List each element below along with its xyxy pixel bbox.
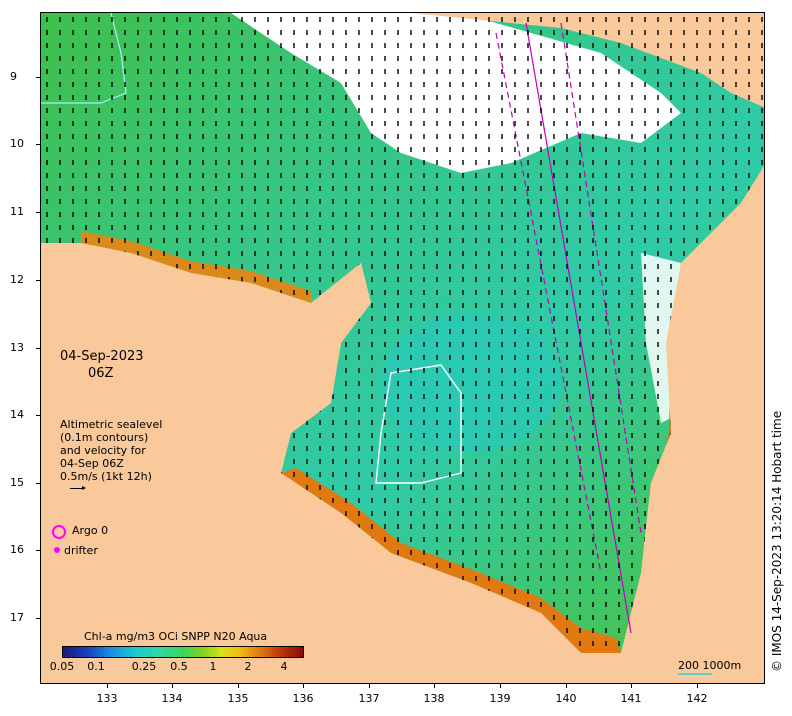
colorbar [62,646,304,658]
depth-scale-bar [678,673,712,675]
lon-label: 141 [620,692,642,705]
legend-line: and velocity for [60,444,146,457]
chlorophyll-map [41,13,764,683]
credit-text: © IMOS 14-Sep-2023 13:20:14 Hobart time [770,410,784,672]
lon-label: 137 [358,692,380,705]
lon-label: 140 [555,692,577,705]
lat-label: 10 [10,137,24,150]
legend-line: Altimetric sealevel [60,418,163,431]
argo-label: Argo 0 [72,524,109,537]
time-text: 06Z [88,366,114,381]
colorbar-tick: 4 [280,660,288,673]
lat-label: 15 [10,476,24,489]
legend-line: 04-Sep 06Z [60,457,124,470]
lon-label: 133 [96,692,118,705]
drifter-dot-icon [54,547,60,553]
sealevel-legend: Altimetric sealevel (0.1m contours) and … [60,418,162,483]
lon-label: 135 [227,692,249,705]
lat-label: 17 [10,611,24,624]
colorbar-tick: 0.25 [131,660,157,673]
lat-label: 13 [10,341,24,354]
legend-line: 0.5m/s (1kt 12h) [60,470,152,483]
colorbar-tick: 0.05 [49,660,75,673]
argo-circle-icon [52,525,66,539]
drifter-label: drifter [64,544,98,557]
map-panel [40,12,765,684]
lat-label: 12 [10,273,24,286]
lat-label: 16 [10,543,24,556]
colorbar-tick: 2 [244,660,252,673]
lon-label: 136 [292,692,314,705]
depth-scale-label: 200 1000m [678,659,742,672]
date-block: 04-Sep-2023 06Z [60,348,144,382]
date-text: 04-Sep-2023 [60,349,144,364]
lat-label: 14 [10,408,24,421]
colorbar-tick: 0.1 [87,660,105,673]
lon-label: 138 [423,692,445,705]
legend-line: (0.1m contours) [60,431,149,444]
lon-label: 139 [489,692,511,705]
colorbar-title: Chl-a mg/m3 OCi SNPP N20 Aqua [84,630,268,643]
lon-label: 134 [161,692,183,705]
lat-label: 11 [10,205,24,218]
velocity-scale-arrow-icon [70,486,86,490]
colorbar-tick: 0.5 [170,660,188,673]
lat-label: 9 [10,70,17,83]
colorbar-tick: 1 [209,660,217,673]
lon-label: 142 [686,692,708,705]
land-west [41,166,764,683]
